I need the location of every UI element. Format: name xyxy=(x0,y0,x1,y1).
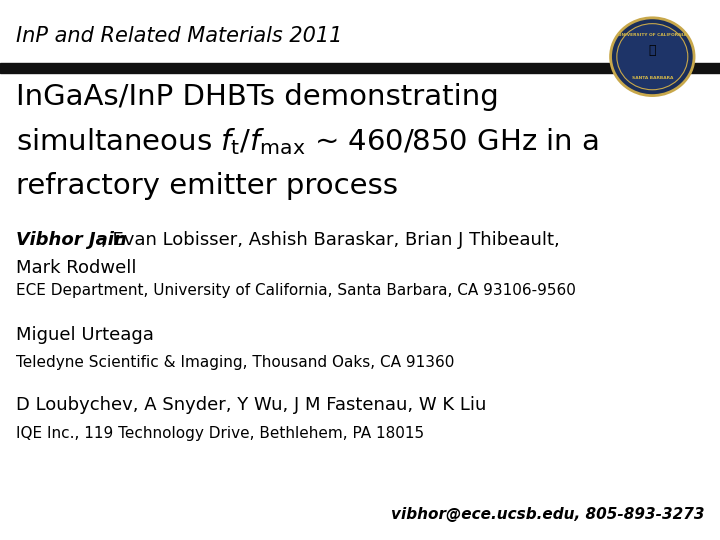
Text: Teledyne Scientific & Imaging, Thousand Oaks, CA 91360: Teledyne Scientific & Imaging, Thousand … xyxy=(16,355,454,370)
Text: , Evan Lobisser, Ashish Baraskar, Brian J Thibeault,: , Evan Lobisser, Ashish Baraskar, Brian … xyxy=(101,231,559,249)
Ellipse shape xyxy=(611,18,694,96)
Text: SANTA BARBARA: SANTA BARBARA xyxy=(631,76,673,80)
Text: 📖: 📖 xyxy=(649,44,656,57)
Text: InGaAs/InP DHBTs demonstrating: InGaAs/InP DHBTs demonstrating xyxy=(16,83,498,111)
Text: ECE Department, University of California, Santa Barbara, CA 93106-9560: ECE Department, University of California… xyxy=(16,283,576,298)
Text: vibhor@ece.ucsb.edu, 805-893-3273: vibhor@ece.ucsb.edu, 805-893-3273 xyxy=(391,507,704,522)
Text: Vibhor Jain: Vibhor Jain xyxy=(16,231,127,249)
Text: InP and Related Materials 2011: InP and Related Materials 2011 xyxy=(16,25,342,46)
Bar xyxy=(0,63,720,73)
Text: simultaneous $f_\mathrm{t}/f_\mathrm{max}$ ~ 460/850 GHz in a: simultaneous $f_\mathrm{t}/f_\mathrm{max… xyxy=(16,126,598,157)
Text: Mark Rodwell: Mark Rodwell xyxy=(16,259,136,278)
Text: IQE Inc., 119 Technology Drive, Bethlehem, PA 18015: IQE Inc., 119 Technology Drive, Bethlehe… xyxy=(16,426,424,441)
Text: D Loubychev, A Snyder, Y Wu, J M Fastenau, W K Liu: D Loubychev, A Snyder, Y Wu, J M Fastena… xyxy=(16,396,486,414)
Ellipse shape xyxy=(617,24,688,90)
Text: UNIVERSITY OF CALIFORNIA: UNIVERSITY OF CALIFORNIA xyxy=(618,33,687,37)
Text: Miguel Urteaga: Miguel Urteaga xyxy=(16,326,153,344)
Text: refractory emitter process: refractory emitter process xyxy=(16,172,398,200)
